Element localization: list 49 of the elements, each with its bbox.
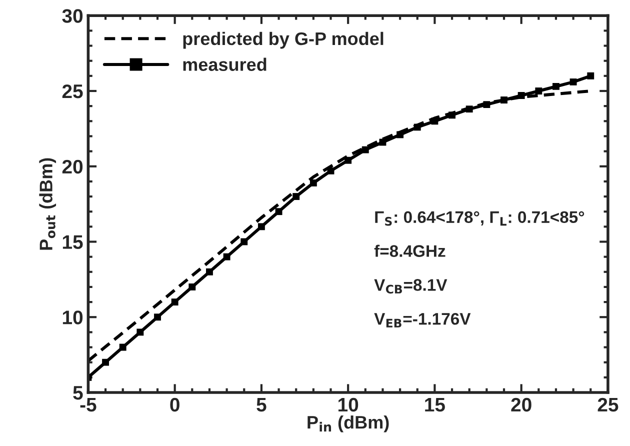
point xyxy=(292,193,300,200)
point xyxy=(344,156,352,164)
y-tick-label: 5 xyxy=(73,386,83,400)
point xyxy=(396,131,404,138)
point xyxy=(500,96,508,104)
point xyxy=(206,268,213,276)
annotation: f=8.4GHz xyxy=(374,244,446,257)
y-tick-label: 20 xyxy=(62,160,83,174)
y-tick-label: 15 xyxy=(62,235,83,249)
annotation: V$_{EB}$=-1.176V xyxy=(374,312,471,328)
point xyxy=(119,344,126,351)
x-tick-label: 25 xyxy=(598,398,618,412)
point xyxy=(466,106,473,113)
y-tick-label: 30 xyxy=(62,9,83,23)
x-tick-label: 15 xyxy=(425,398,445,412)
x-tick-label: 5 xyxy=(256,398,266,412)
y-axis-title: P$_{out}$ (dBm) xyxy=(39,158,56,250)
point xyxy=(188,283,196,290)
legend-label: measured xyxy=(183,58,266,71)
point xyxy=(570,78,577,86)
x-tick-label: -5 xyxy=(80,398,96,412)
point xyxy=(587,72,594,80)
point xyxy=(327,167,334,174)
point xyxy=(154,314,161,321)
point xyxy=(223,253,230,260)
point xyxy=(552,82,560,90)
y-tick-label: 25 xyxy=(62,84,83,98)
point xyxy=(518,92,525,99)
point xyxy=(414,124,421,131)
point xyxy=(275,208,282,216)
point xyxy=(171,298,178,306)
annotation: V$_{CB}$=8.1V xyxy=(374,279,448,294)
point xyxy=(448,112,456,119)
point xyxy=(431,118,438,125)
point xyxy=(310,179,317,186)
x-tick-label: 0 xyxy=(170,398,180,412)
x-axis-title: P$_{in}$ (dBm) xyxy=(308,415,389,432)
point xyxy=(258,223,265,230)
x-tick-label: 20 xyxy=(511,398,532,412)
point xyxy=(240,238,248,246)
legend-label: predicted by G-P model xyxy=(183,32,384,49)
y-tick-label: 10 xyxy=(62,310,83,324)
annotation: Γ$_{S}$: 0.64<178°, Γ$_{L}$: 0.71<85° xyxy=(375,211,584,226)
x-tick-label: 10 xyxy=(338,398,358,412)
point xyxy=(483,101,490,108)
point xyxy=(535,88,542,94)
point xyxy=(362,146,369,154)
point xyxy=(102,358,109,366)
point xyxy=(136,328,144,336)
